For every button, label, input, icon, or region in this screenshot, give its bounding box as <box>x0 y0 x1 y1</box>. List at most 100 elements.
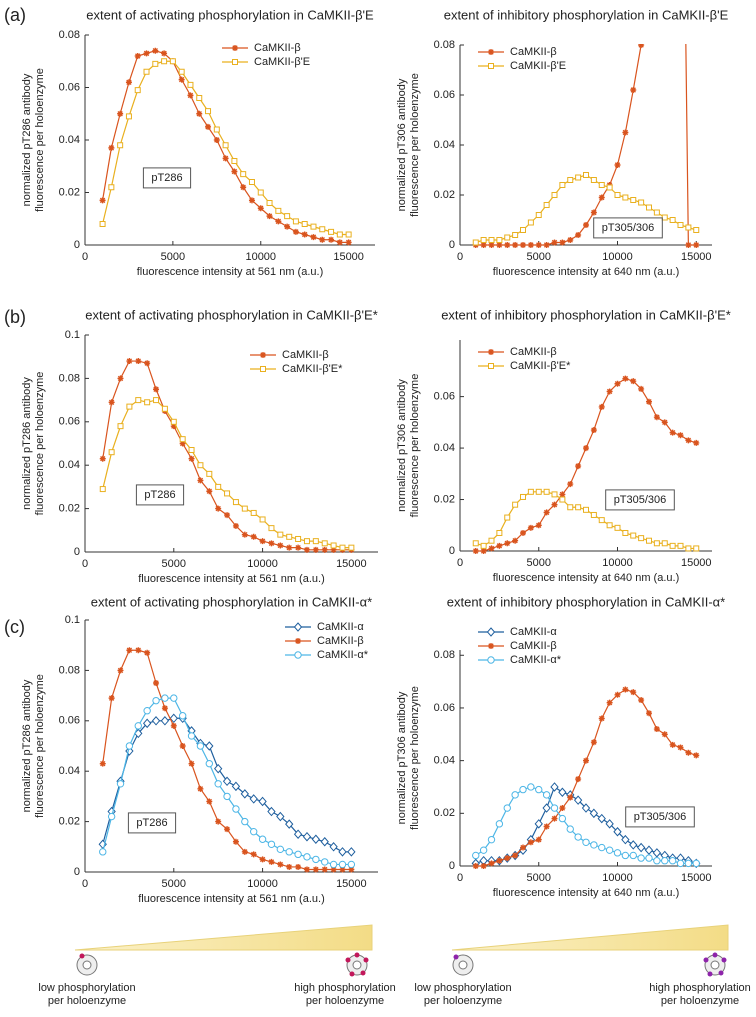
y-axis-label: normalized pT306 antibody <box>396 691 408 824</box>
marker <box>527 242 534 248</box>
marker <box>512 232 519 238</box>
marker <box>606 184 613 191</box>
marker <box>160 716 170 726</box>
marker <box>134 53 141 59</box>
marker <box>312 546 319 553</box>
marker <box>488 237 495 243</box>
plot-area <box>471 686 701 869</box>
marker <box>232 838 239 845</box>
schematic-label: per holoenzyme <box>424 995 502 1007</box>
marker <box>669 217 676 223</box>
marker <box>152 47 159 54</box>
marker <box>151 716 161 726</box>
series-line <box>102 360 352 551</box>
marker <box>206 470 213 477</box>
marker <box>621 834 630 845</box>
chart-title: extent of inhibitory phosphorylation in … <box>441 307 731 322</box>
marker <box>488 242 495 248</box>
y-axis-label: fluorescence per holoenzyme <box>409 73 421 217</box>
marker <box>301 231 308 238</box>
marker <box>622 375 629 382</box>
chart-title: extent of activating phosphorylation in … <box>91 594 372 609</box>
annotation-box <box>127 812 177 834</box>
marker <box>284 223 291 230</box>
marker <box>295 638 301 644</box>
x-tick-label: 15000 <box>336 558 367 570</box>
marker <box>590 841 598 849</box>
marker <box>583 222 589 228</box>
marker <box>677 542 684 549</box>
marker <box>321 866 328 873</box>
marker <box>153 386 160 393</box>
marker <box>187 732 196 740</box>
marker <box>294 651 302 659</box>
legend-label: CaMKII-β <box>510 346 557 358</box>
marker <box>543 242 550 248</box>
marker <box>126 647 133 654</box>
marker <box>550 804 559 812</box>
annotation-box <box>593 217 663 239</box>
marker <box>250 533 257 540</box>
marker <box>645 854 653 862</box>
x-tick-label: 10000 <box>602 872 633 884</box>
x-tick-label: 10000 <box>602 557 633 569</box>
annotation-box <box>605 489 675 511</box>
marker <box>575 463 582 470</box>
legend-label: CaMKII-β'E <box>510 60 566 72</box>
gradient-wedge <box>74 924 373 951</box>
marker <box>268 525 275 532</box>
marker <box>292 228 299 235</box>
marker <box>345 239 352 246</box>
marker <box>188 447 195 454</box>
marker <box>622 194 629 201</box>
x-tick-label: 5000 <box>527 251 551 263</box>
marker <box>338 860 347 869</box>
marker <box>231 158 238 164</box>
marker <box>685 224 692 231</box>
marker <box>480 548 487 554</box>
marker <box>590 739 597 746</box>
marker <box>535 212 542 218</box>
marker <box>197 477 204 484</box>
marker <box>144 399 151 406</box>
marker <box>575 776 582 783</box>
marker <box>606 522 613 529</box>
marker <box>638 199 645 206</box>
y-tick-label: 0.1 <box>65 329 80 341</box>
marker <box>117 667 124 674</box>
phospho-sites <box>345 952 369 977</box>
marker <box>693 439 700 446</box>
marker <box>260 352 266 358</box>
y-tick-label: 0.08 <box>59 372 80 384</box>
marker <box>303 853 311 861</box>
marker <box>496 542 503 549</box>
chart: extent of inhibitory phosphorylation in … <box>396 307 731 583</box>
marker <box>215 483 222 490</box>
marker <box>488 349 494 355</box>
marker <box>622 529 629 536</box>
marker <box>161 50 168 57</box>
marker <box>134 722 142 730</box>
marker <box>542 803 551 813</box>
x-tick-label: 0 <box>457 251 463 263</box>
series-line <box>475 786 697 864</box>
chart: extent of activating phosphorylation in … <box>21 307 378 585</box>
marker <box>559 805 566 812</box>
y-axis-label: fluorescence per holoenzyme <box>34 674 46 818</box>
marker <box>598 517 605 524</box>
marker <box>126 358 133 365</box>
marker <box>135 358 142 365</box>
marker <box>550 782 559 792</box>
marker <box>646 710 652 717</box>
marker <box>685 242 692 248</box>
marker <box>472 239 479 246</box>
chart: extent of activating phosphorylation in … <box>21 7 375 278</box>
marker <box>598 182 605 188</box>
marker <box>117 142 124 149</box>
marker <box>638 385 645 392</box>
marker <box>614 192 621 198</box>
marker <box>99 760 106 767</box>
marker <box>277 861 284 868</box>
marker <box>117 375 124 382</box>
marker <box>293 622 303 632</box>
